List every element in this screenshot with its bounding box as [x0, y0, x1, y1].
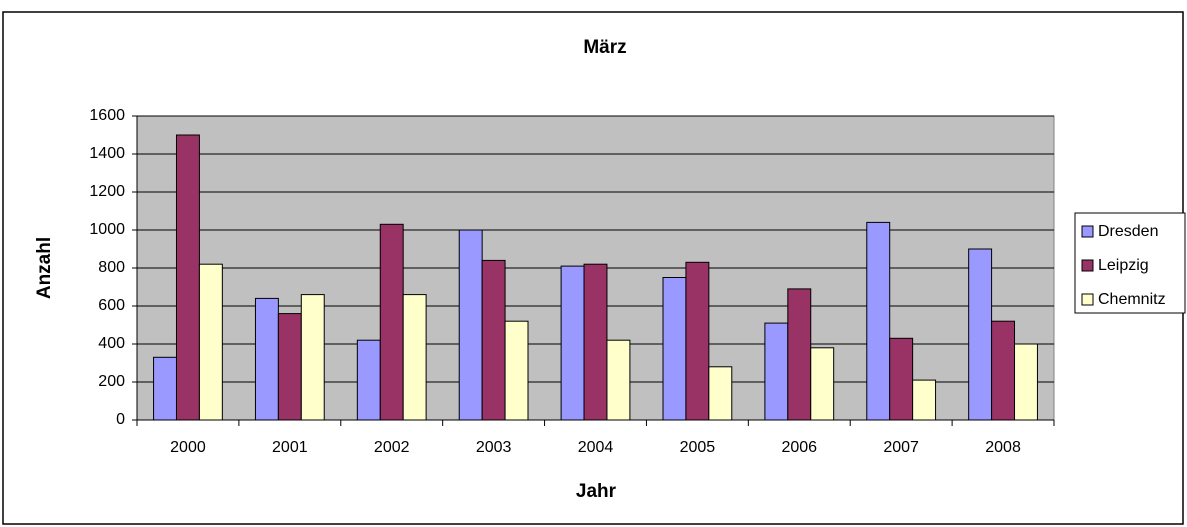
y-tick-label: 1000: [89, 221, 125, 238]
bar: [708, 366, 733, 421]
legend-swatch: [1081, 293, 1094, 306]
bar: [153, 356, 177, 421]
legend-label: Dresden: [1098, 223, 1158, 240]
chart-title: März: [583, 37, 626, 58]
legend-label: Chemnitz: [1098, 291, 1166, 308]
bar: [810, 347, 835, 421]
bar: [787, 288, 812, 421]
x-tick-label: 2000: [170, 439, 206, 456]
bar: [662, 277, 687, 421]
x-tick-label: 2001: [272, 439, 308, 456]
bar: [481, 259, 506, 421]
x-tick-label: 2007: [883, 439, 919, 456]
bar: [560, 265, 585, 421]
y-tick-label: 600: [98, 297, 125, 314]
bar: [277, 313, 302, 421]
x-axis-label: Jahr: [576, 481, 617, 502]
y-axis-label: Anzahl: [34, 237, 55, 299]
bar: [356, 339, 381, 421]
y-tick-label: 0: [116, 411, 125, 428]
x-tick-label: 2006: [781, 439, 817, 456]
bar: [889, 337, 914, 421]
y-tick-label: 1600: [89, 107, 125, 124]
y-tick-label: 1200: [89, 183, 125, 200]
x-tick-label: 2005: [680, 439, 716, 456]
bar: [991, 320, 1016, 421]
legend-label: Leipzig: [1098, 257, 1149, 274]
x-tick-label: 2003: [476, 439, 512, 456]
bar: [504, 320, 529, 421]
bar: [402, 294, 427, 421]
y-tick-label: 400: [98, 335, 125, 352]
y-tick-label: 1400: [89, 145, 125, 162]
y-tick-label: 800: [98, 259, 125, 276]
bar: [912, 379, 937, 421]
bar: [583, 263, 608, 421]
bar: [606, 339, 631, 421]
bar: [175, 134, 200, 421]
x-tick-label: 2002: [374, 439, 410, 456]
legend-swatch: [1081, 225, 1094, 238]
bar: [458, 229, 483, 421]
x-tick-label: 2008: [985, 439, 1021, 456]
bar: [764, 322, 789, 421]
bar: [300, 294, 325, 421]
bar: [1014, 343, 1038, 421]
bar: [254, 297, 279, 421]
bar: [379, 223, 404, 421]
bar: [685, 261, 710, 421]
legend-swatch: [1081, 259, 1094, 272]
bar: [866, 221, 891, 421]
x-tick-label: 2004: [578, 439, 614, 456]
bar: [198, 263, 223, 421]
y-tick-label: 200: [98, 373, 125, 390]
bar: [968, 248, 993, 421]
